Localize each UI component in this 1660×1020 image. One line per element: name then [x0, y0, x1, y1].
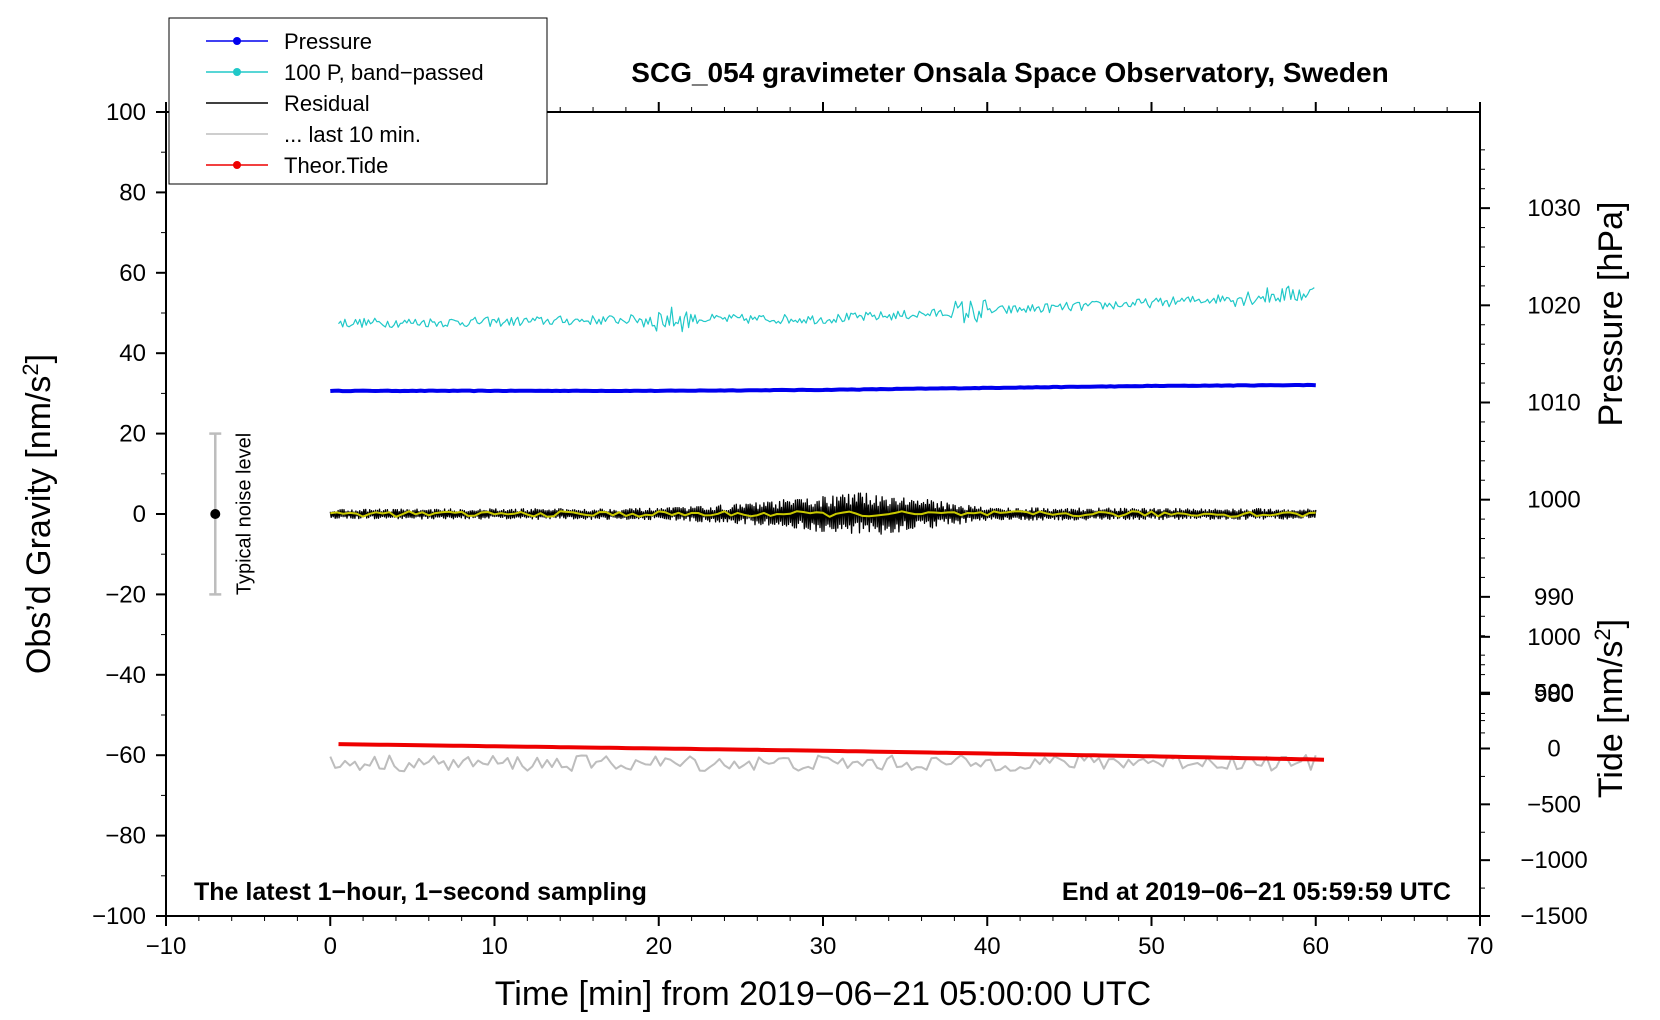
- noise-bar-center-dot: [210, 509, 221, 519]
- y-tick-label: 0: [133, 501, 146, 528]
- y-tick-label: 80: [119, 179, 146, 206]
- y-tick-label: −20: [105, 581, 146, 608]
- x-tick-label: 40: [974, 933, 1001, 960]
- series-line-last-10-min: [329, 753, 1317, 773]
- x-tick-label: 50: [1138, 933, 1165, 960]
- pressure-tick-label: 1030: [1527, 195, 1580, 222]
- noise-label: Typical noise level: [233, 433, 255, 595]
- y-axis-title-tide-end: ]: [1592, 619, 1630, 628]
- tide-tick-label: −500: [1527, 791, 1581, 818]
- legend: Pressure 100 P, band−passed Residual ... la…: [168, 17, 548, 185]
- y-tick-label: −100: [92, 903, 146, 930]
- tide-tick-label: −1500: [1520, 903, 1587, 930]
- legend-entry-label: Pressure: [284, 29, 372, 54]
- tide-tick-label: −1000: [1520, 847, 1587, 874]
- x-tick-label: 30: [810, 933, 837, 960]
- note-sampling: The latest 1−hour, 1−second sampling: [194, 878, 647, 906]
- y-axis-title-left-end: ]: [20, 354, 58, 363]
- y-axis-title-pressure: Pressure [hPa]: [1592, 202, 1630, 427]
- pressure-tick-label: 990: [1534, 584, 1574, 611]
- y-axis-title-left-sup: 2: [18, 363, 43, 375]
- y-tick-label: −60: [105, 742, 146, 769]
- chart-title: SCG_054 gravimeter Onsala Space Observat…: [631, 57, 1388, 88]
- y-axis-title-tide-main: Tide [nm/s: [1592, 641, 1630, 798]
- pressure-tick-label: 1020: [1527, 292, 1580, 319]
- x-tick-label: 20: [645, 933, 672, 960]
- legend-swatch-marker: [233, 68, 241, 76]
- note-end-time: End at 2019−06−21 05:59:59 UTC: [1062, 878, 1451, 906]
- y-axis-title-left: Obs’d Gravity [nm/s2]: [18, 354, 58, 674]
- pressure-tick-label: 1010: [1527, 389, 1580, 416]
- series-line-smoothed-residual: [330, 510, 1316, 518]
- series-line-theor-tide: [338, 742, 1325, 762]
- x-axis-title: Time [min] from 2019−06−21 05:00:00 UTC: [495, 975, 1151, 1013]
- pressure-tick-label: 980: [1534, 681, 1574, 708]
- tide-tick-label: 0: [1547, 736, 1560, 763]
- legend-entry-label: Residual: [284, 91, 370, 116]
- series-layer: [329, 285, 1325, 773]
- legend-entry-label: ... last 10 min.: [284, 122, 421, 147]
- x-tick-label: 0: [324, 933, 337, 960]
- y-axis-title-tide: Tide [nm/s2]: [1590, 619, 1630, 798]
- x-tick-label: 10: [481, 933, 508, 960]
- series-line-pressure: [330, 382, 1316, 394]
- y-tick-label: −40: [105, 662, 146, 689]
- legend-box: [168, 17, 548, 185]
- y-tick-label: −80: [105, 823, 146, 850]
- labels-layer: Typical noise level−10 0 10 20 30 40 50 60 70100…: [18, 57, 1630, 1013]
- legend-swatch-marker: [233, 161, 241, 169]
- y-tick-label: 40: [119, 340, 146, 367]
- y-tick-label: 100: [106, 99, 146, 126]
- series-line-100-p-band-passed: [338, 285, 1315, 333]
- tide-tick-label: 1000: [1527, 624, 1580, 651]
- tide-tick-label: 500: [1534, 680, 1574, 707]
- legend-entry-label: 100 P, band−passed: [284, 60, 484, 85]
- y-tick-label: 20: [119, 421, 146, 448]
- y-tick-label: 60: [119, 260, 146, 287]
- x-tick-label: −10: [146, 933, 187, 960]
- y-axis-title-left-main: Obs’d Gravity [nm/s: [20, 376, 58, 675]
- y-axis-title-tide-sup: 2: [1590, 628, 1615, 640]
- x-tick-label: 70: [1467, 933, 1494, 960]
- pressure-tick-label: 1000: [1527, 487, 1580, 514]
- legend-swatch-marker: [233, 37, 241, 45]
- x-tick-label: 60: [1302, 933, 1329, 960]
- legend-entry-label: Theor.Tide: [284, 153, 388, 178]
